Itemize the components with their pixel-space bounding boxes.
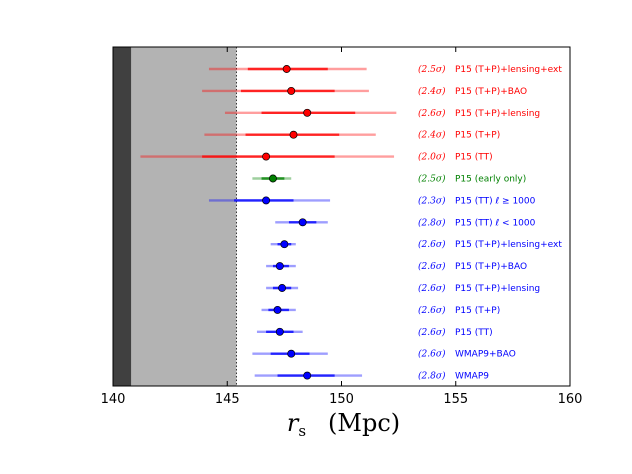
row-sigma-label: (2.6σ) (418, 305, 446, 316)
row-sigma-label: (2.6σ) (418, 261, 446, 272)
row-sigma-label: (2.6σ) (418, 283, 446, 294)
data-point (282, 65, 291, 73)
data-point (269, 174, 277, 183)
x-tick-label: 140 (101, 392, 126, 407)
row-sigma-label: (2.8σ) (418, 217, 446, 228)
row-sigma-label: (2.6σ) (418, 349, 446, 360)
row-dataset-label: P15 (T+P)+BAO (455, 262, 527, 272)
shaded-region-1 (131, 47, 237, 386)
data-point (275, 327, 284, 336)
data-point (303, 108, 312, 117)
data-point (298, 218, 307, 227)
x-axis-label-subscript: s (298, 422, 306, 440)
row-dataset-label: P15 (TT) (455, 153, 493, 163)
row-sigma-label: (2.5σ) (418, 174, 446, 185)
row-dataset-label: P15 (T+P)+lensing+ext (455, 240, 562, 250)
data-point (262, 196, 271, 205)
data-point (289, 130, 298, 139)
data-point (303, 371, 312, 380)
data-point (275, 262, 284, 271)
row-dataset-label: P15 (TT) ℓ < 1000 (455, 218, 536, 228)
x-axis-label-unit: (Mpc) (328, 409, 400, 437)
row-dataset-label: P15 (T+P) (455, 131, 500, 141)
shaded-regions (113, 47, 237, 386)
shaded-region-0 (113, 47, 132, 386)
x-axis-ticks: 140 145 150 155 160 (101, 47, 583, 407)
x-tick-label: 155 (443, 392, 468, 407)
row-sigma-label: (2.5σ) (418, 64, 446, 75)
data-point (287, 349, 296, 358)
data-points (262, 65, 312, 380)
data-point (273, 305, 282, 314)
data-point (278, 284, 287, 292)
row-dataset-label: P15 (T+P)+lensing (455, 284, 540, 294)
row-dataset-label: P15 (T+P)+lensing+ext (455, 65, 562, 75)
row-sigma-label: (2.0σ) (418, 152, 446, 163)
row-dataset-label: P15 (TT) (455, 328, 493, 338)
row-sigma-label: (2.6σ) (418, 108, 446, 119)
row-labels: (2.5σ) P15 (T+P)+lensing+ext (2.4σ) P15 (T+… (418, 64, 562, 382)
row-dataset-label: P15 (T+P)+BAO (455, 87, 527, 97)
row-dataset-label: P15 (early only) (455, 175, 526, 185)
row-dataset-label: P15 (T+P) (455, 306, 500, 316)
x-tick-label: 145 (215, 392, 240, 407)
row-dataset-label: P15 (T+P)+lensing (455, 109, 540, 119)
x-tick-label: 160 (558, 392, 583, 407)
x-axis-label: rs (Mpc) (287, 409, 400, 440)
row-sigma-label: (2.8σ) (418, 371, 446, 382)
row-sigma-label: (2.6σ) (418, 239, 446, 250)
row-sigma-label: (2.4σ) (418, 86, 446, 97)
row-dataset-label: P15 (TT) ℓ ≥ 1000 (455, 196, 536, 206)
row-sigma-label: (2.4σ) (418, 130, 446, 141)
row-dataset-label: WMAP9 (455, 372, 489, 382)
row-sigma-label: (2.6σ) (418, 327, 446, 338)
x-tick-label: 150 (329, 392, 354, 407)
row-dataset-label: WMAP9+BAO (455, 350, 516, 360)
data-point (280, 240, 289, 249)
row-sigma-label: (2.3σ) (418, 195, 446, 206)
data-point (287, 86, 296, 95)
data-point (262, 152, 271, 161)
x-axis-label-symbol: r (287, 409, 300, 437)
